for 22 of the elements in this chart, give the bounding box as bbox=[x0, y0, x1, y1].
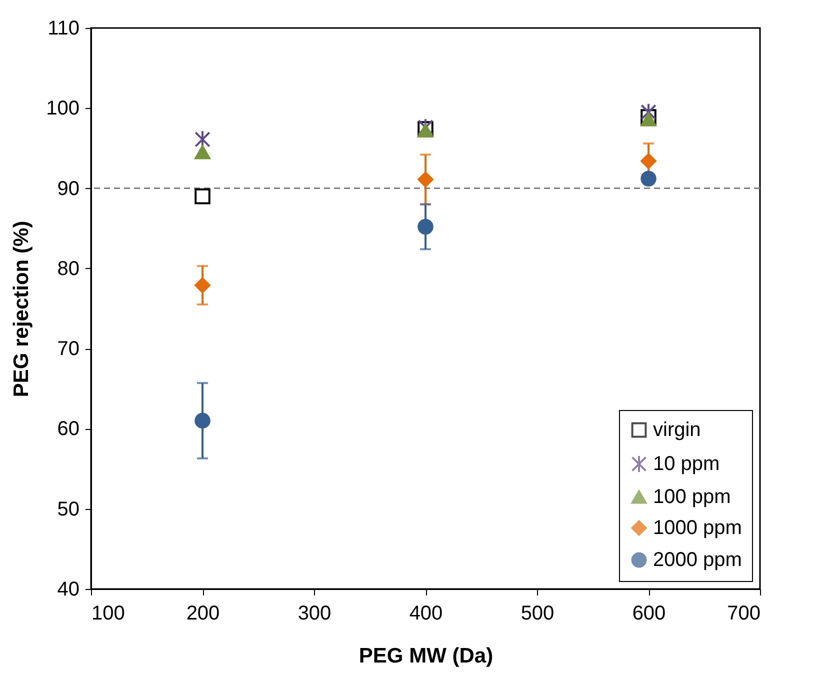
y-tick-label: 90 bbox=[57, 178, 80, 200]
y-tick-label: 60 bbox=[57, 418, 80, 440]
legend-label: 1000 ppm bbox=[653, 517, 742, 539]
y-tick-label: 100 bbox=[46, 98, 80, 120]
legend-label: 100 ppm bbox=[653, 486, 731, 508]
y-axis-title: PEG rejection (%) bbox=[10, 220, 34, 398]
y-tick-label: 70 bbox=[57, 338, 80, 360]
legend-label: 2000 ppm bbox=[653, 549, 742, 571]
y-tick-label: 50 bbox=[57, 498, 80, 520]
x-tick-label: 200 bbox=[186, 602, 220, 624]
x-tick-label: 300 bbox=[298, 602, 332, 624]
legend-label: virgin bbox=[653, 419, 701, 441]
legend-label: 10 ppm bbox=[653, 453, 720, 475]
y-tick-label: 110 bbox=[48, 18, 80, 40]
y-tick-label: 80 bbox=[57, 258, 80, 280]
y-tick-label: 40 bbox=[57, 578, 80, 600]
x-tick-label: 400 bbox=[409, 602, 443, 624]
x-tick-label: 100 bbox=[92, 602, 125, 624]
x-tick-label: 500 bbox=[520, 602, 554, 624]
x-tick-label: 700 bbox=[727, 602, 760, 624]
x-axis-title: PEG MW (Da) bbox=[358, 644, 494, 668]
x-tick-label: 600 bbox=[632, 602, 666, 624]
